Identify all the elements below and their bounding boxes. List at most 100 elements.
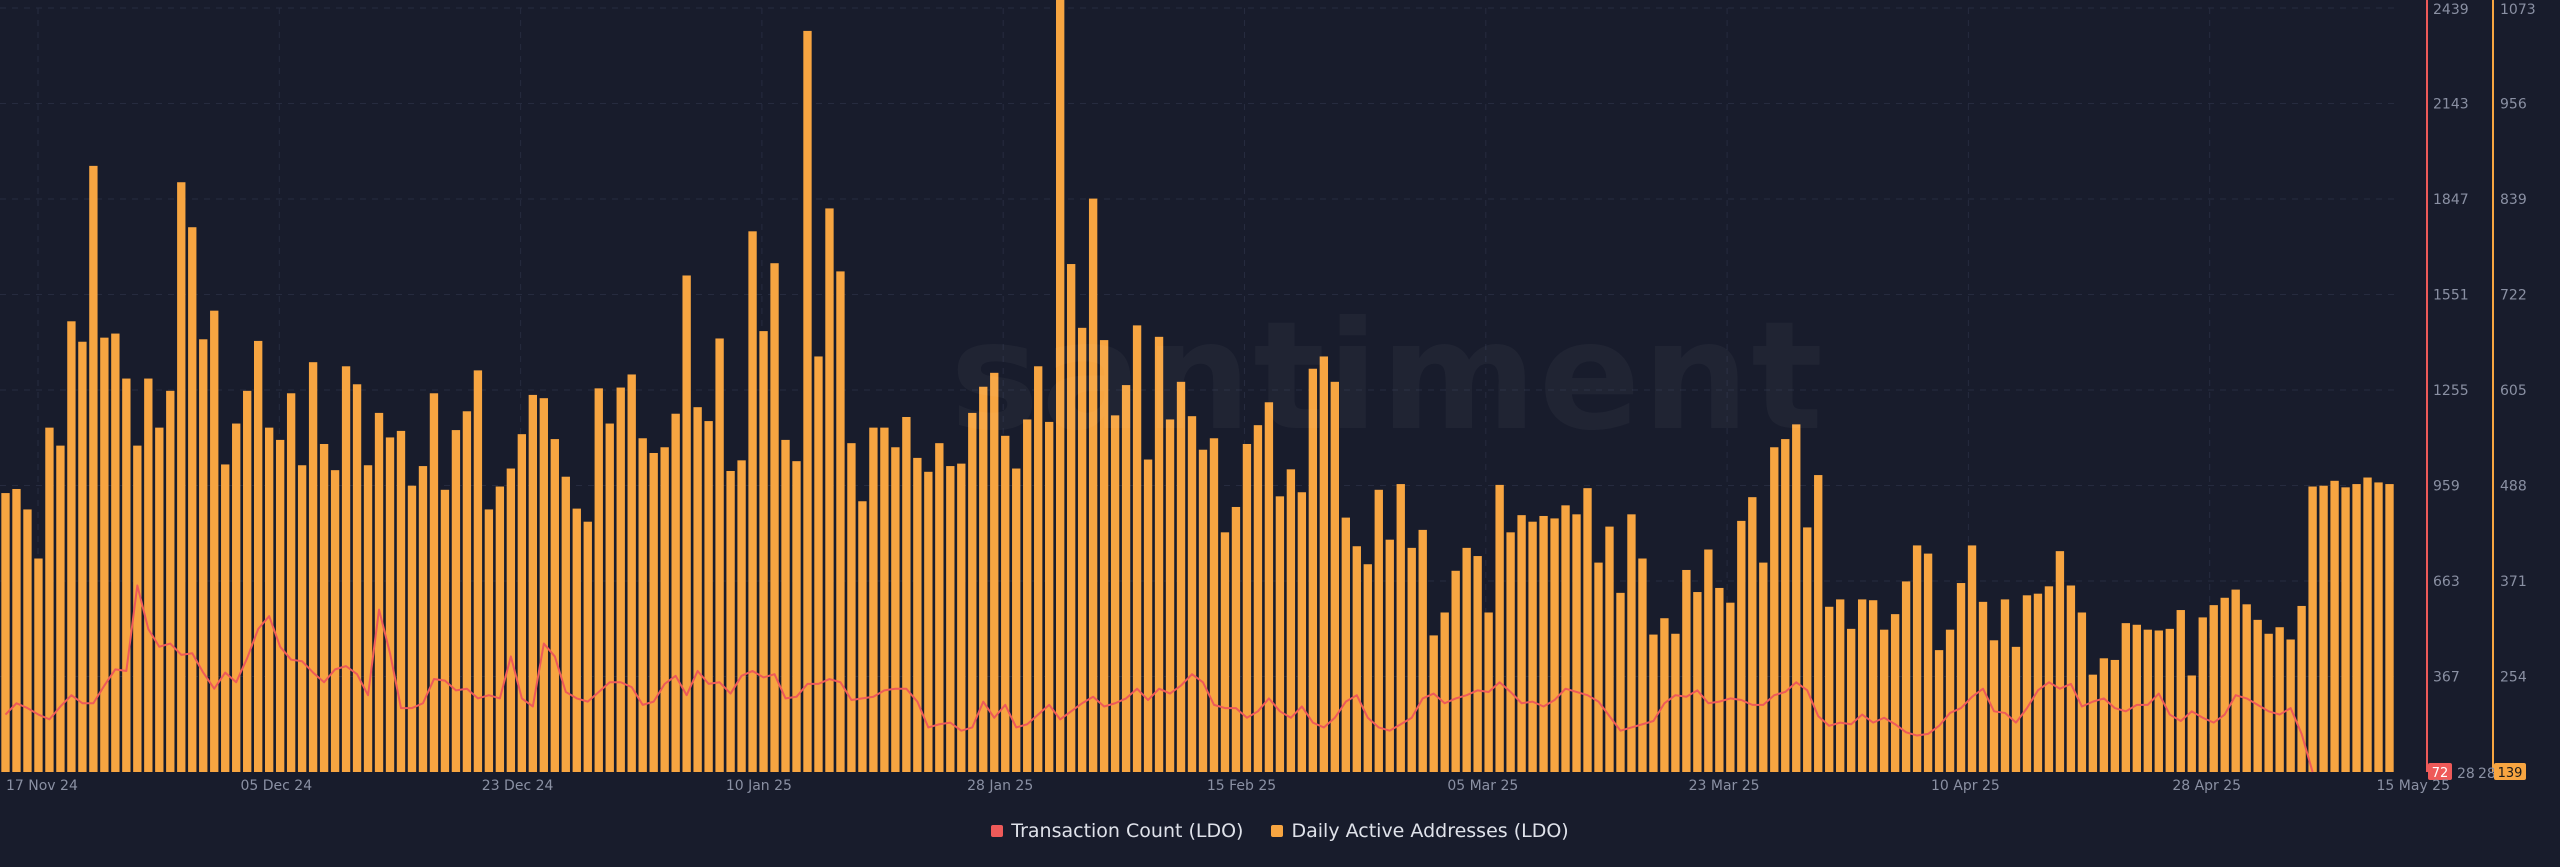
daa-bar — [177, 182, 186, 773]
daa-bar — [1759, 562, 1768, 772]
daa-bar — [2077, 612, 2087, 772]
daa-bar — [1418, 529, 1427, 772]
daa-bar — [308, 362, 318, 772]
daa-bar — [1978, 601, 1988, 772]
transaction-count-line — [4, 584, 2314, 773]
daa-bar — [1605, 526, 1614, 772]
y-left-tick-label: 2143 — [2433, 97, 2469, 113]
daa-bar — [1660, 618, 1669, 772]
daa-bar — [2352, 484, 2361, 772]
daa-bar — [638, 438, 647, 772]
daa-bar — [704, 421, 713, 772]
daa-bar — [550, 439, 559, 772]
daa-bar — [1264, 402, 1274, 772]
axes: 367 663 959 1255 1551 1847 2143 2439 254 371 488 60… — [6, 0, 2536, 794]
daa-bar — [1198, 449, 1208, 772]
y-right-tick-label: 1073 — [2500, 2, 2536, 18]
daa-bar — [1473, 556, 1482, 772]
daa-bar — [2385, 484, 2394, 772]
daa-bar — [1110, 415, 1120, 772]
legend-item-daily-active-addresses[interactable]: Daily Active Addresses (LDO) — [1271, 820, 1569, 842]
daa-bar — [232, 423, 241, 772]
legend-item-transaction-count[interactable]: Transaction Count (LDO) — [991, 820, 1243, 842]
transaction-count-line-path — [4, 584, 2314, 773]
daa-bar — [1857, 599, 1867, 772]
daa-bar — [1594, 562, 1603, 772]
daa-bar — [440, 489, 450, 772]
daa-bar — [1528, 521, 1537, 772]
daa-bar — [935, 443, 944, 772]
daa-bar — [2099, 658, 2109, 772]
daa-last-value-text: 139 — [2498, 766, 2523, 781]
daa-bar — [1176, 381, 1186, 772]
daa-bar — [254, 340, 263, 772]
daa-bar — [528, 394, 538, 772]
daa-bar — [1034, 366, 1043, 772]
daa-bar — [1495, 484, 1504, 772]
daa-bar — [1330, 381, 1339, 772]
daa-bar — [462, 411, 472, 772]
daa-bar — [319, 443, 329, 772]
tx-last-value-text: 72 — [2432, 766, 2449, 781]
y-right-tick-label: 605 — [2500, 383, 2527, 399]
daa-bar — [1132, 325, 1142, 772]
daa-bar — [418, 466, 428, 772]
daa-bar — [374, 412, 384, 772]
daa-bar — [188, 227, 197, 773]
y-left-tick-label: 1551 — [2433, 288, 2469, 304]
daa-bar — [1572, 514, 1581, 772]
daa-bar — [517, 434, 527, 772]
daa-bar — [2044, 586, 2054, 772]
x-tick-label: 15 May 25 — [2377, 778, 2450, 794]
daa-bar — [473, 370, 483, 772]
daa-bar — [649, 452, 658, 772]
daa-bar — [836, 271, 845, 772]
x-tick-label: 28 Jan 25 — [967, 778, 1033, 794]
daa-bar — [396, 430, 406, 772]
legend-label-daily-active-addresses: Daily Active Addresses (LDO) — [1291, 820, 1569, 842]
daa-bar — [210, 310, 219, 772]
daa-bar — [968, 412, 977, 772]
daa-bar — [627, 374, 636, 772]
daa-bar — [2330, 480, 2339, 772]
daa-bar — [1901, 581, 1911, 772]
daa-bar — [243, 390, 252, 772]
daa-bar — [1923, 553, 1933, 772]
daa-bar — [1352, 546, 1361, 772]
daa-bar — [682, 275, 691, 772]
daa-bar — [2143, 629, 2152, 772]
daa-bar — [1209, 438, 1219, 772]
daa-bar — [1396, 484, 1405, 772]
daa-bar — [133, 445, 142, 772]
daa-bar — [737, 460, 746, 772]
daa-bar — [957, 463, 966, 772]
y-right-tick-label: 28 — [2478, 766, 2496, 782]
daa-bar — [100, 337, 109, 772]
daa-bar — [2000, 599, 2010, 772]
daa-bar — [2341, 487, 2350, 772]
daa-bar — [89, 165, 98, 772]
y-left-tick-label: 2439 — [2433, 2, 2469, 18]
daa-bar — [825, 208, 834, 772]
daa-bar — [1451, 570, 1460, 772]
daa-bar — [880, 427, 889, 772]
y-left-tick-label: 1255 — [2433, 383, 2469, 399]
daa-bar — [264, 427, 274, 772]
daa-bar — [1715, 587, 1724, 772]
daa-bar — [869, 427, 878, 772]
daa-bar — [2253, 619, 2262, 772]
daa-bar — [199, 339, 208, 772]
daa-bar — [1847, 628, 1856, 772]
daa-bar — [770, 263, 779, 772]
daa-bar — [814, 356, 823, 772]
daa-bar — [1879, 629, 1889, 772]
daa-bar — [1967, 545, 1977, 772]
daa-bar — [1143, 459, 1153, 772]
x-tick-label: 23 Mar 25 — [1689, 778, 1760, 794]
daa-bar — [2242, 604, 2251, 772]
daa-bar — [111, 333, 120, 772]
daa-bar — [1539, 515, 1548, 772]
daa-bar — [2275, 627, 2284, 772]
daa-bar — [1956, 583, 1966, 772]
